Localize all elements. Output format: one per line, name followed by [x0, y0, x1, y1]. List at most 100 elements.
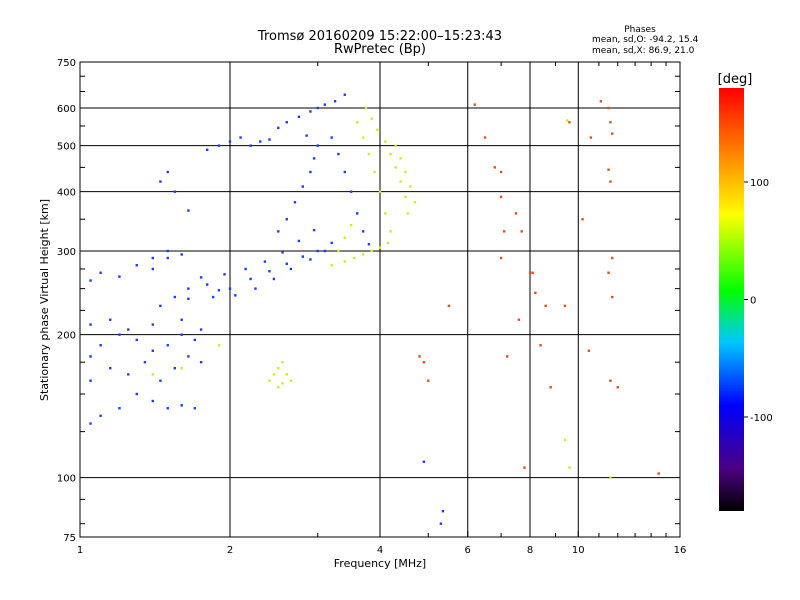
data-point [389, 230, 392, 233]
data-point [422, 460, 426, 463]
data-point [217, 289, 221, 292]
data-point [378, 190, 382, 193]
data-point [151, 399, 155, 403]
data-point [378, 246, 382, 249]
data-point [473, 103, 477, 106]
data-point [228, 140, 232, 143]
data-point [99, 414, 102, 417]
data-point [343, 93, 347, 96]
data-point [367, 243, 371, 246]
data-point [281, 361, 284, 364]
data-point [427, 379, 430, 382]
colorbar-tick-label: 100 [750, 178, 769, 189]
data-point [316, 106, 319, 110]
data-point [297, 115, 301, 119]
data-point [89, 323, 92, 326]
data-point [609, 180, 612, 183]
data-point [323, 103, 327, 106]
data-point [611, 132, 614, 135]
data-point [301, 255, 305, 258]
data-point [517, 318, 521, 321]
data-point [616, 386, 619, 389]
data-point [563, 304, 567, 308]
data-point [607, 168, 610, 171]
data-point [589, 136, 593, 139]
data-point [544, 304, 547, 308]
data-point [611, 295, 614, 299]
data-point [309, 170, 312, 174]
data-point [281, 382, 284, 385]
data-point [384, 212, 387, 215]
data-point [406, 212, 410, 215]
data-point [277, 386, 280, 389]
data-point [99, 344, 102, 347]
data-point [277, 126, 280, 130]
data-point [399, 157, 402, 160]
data-point [563, 438, 567, 442]
data-point [180, 366, 183, 370]
data-point [337, 152, 340, 156]
data-point [361, 230, 365, 233]
data-point [394, 166, 397, 169]
data-point [180, 318, 183, 321]
x-tick-label: 1 [77, 545, 83, 556]
data-point [127, 328, 130, 331]
data-points [89, 93, 660, 525]
data-point [499, 195, 503, 199]
data-point [394, 144, 397, 147]
data-point [316, 144, 319, 147]
data-point [499, 256, 503, 260]
data-point [549, 386, 552, 389]
data-point [109, 318, 112, 321]
data-point [447, 304, 451, 308]
data-point [285, 218, 288, 221]
data-point [422, 361, 426, 364]
data-point [118, 407, 121, 410]
data-point [285, 373, 288, 376]
data-point [272, 277, 276, 281]
data-point [234, 294, 237, 297]
data-point [223, 273, 226, 276]
data-point [293, 201, 297, 204]
data-point [143, 361, 147, 364]
data-point [151, 349, 155, 352]
data-point [343, 260, 347, 263]
y-axis-label: Stationary phase Virtual Height [km] [38, 199, 51, 401]
data-point [301, 185, 305, 188]
y-tick-label: 750 [57, 58, 76, 69]
data-point [330, 264, 333, 267]
data-point [505, 355, 509, 358]
colorbar-tick-label: -100 [750, 413, 773, 424]
data-point [534, 291, 537, 295]
data-point [89, 422, 92, 425]
y-tick-label: 600 [57, 104, 76, 115]
x-tick-label: 10 [572, 545, 585, 556]
data-point [404, 195, 407, 199]
data-point [285, 121, 288, 124]
colorbar-label: [deg] [718, 72, 753, 87]
data-point [211, 295, 215, 299]
data-point [249, 277, 252, 281]
data-point [528, 271, 532, 274]
y-tick-label: 300 [57, 247, 76, 258]
data-point [611, 256, 614, 260]
data-point [159, 379, 162, 382]
x-tick-label: 6 [465, 545, 471, 556]
data-point [127, 373, 130, 376]
data-point [268, 270, 271, 273]
x-axis-label: Frequency [MHz] [334, 557, 426, 570]
data-point [228, 287, 232, 290]
data-point [217, 344, 221, 347]
data-point [609, 476, 612, 479]
data-point [609, 379, 612, 382]
data-point [609, 121, 612, 124]
data-point [587, 349, 591, 352]
data-point [499, 170, 503, 174]
data-point [99, 271, 102, 274]
x-axis-ticks: 1 2 4 6 8 10 16 [77, 62, 686, 556]
data-point [89, 355, 92, 358]
data-point [607, 271, 610, 274]
data-point [373, 170, 376, 174]
chart-title: Tromsø 20160209 15:22:00–15:23:43 [257, 29, 502, 44]
data-point [166, 344, 169, 347]
